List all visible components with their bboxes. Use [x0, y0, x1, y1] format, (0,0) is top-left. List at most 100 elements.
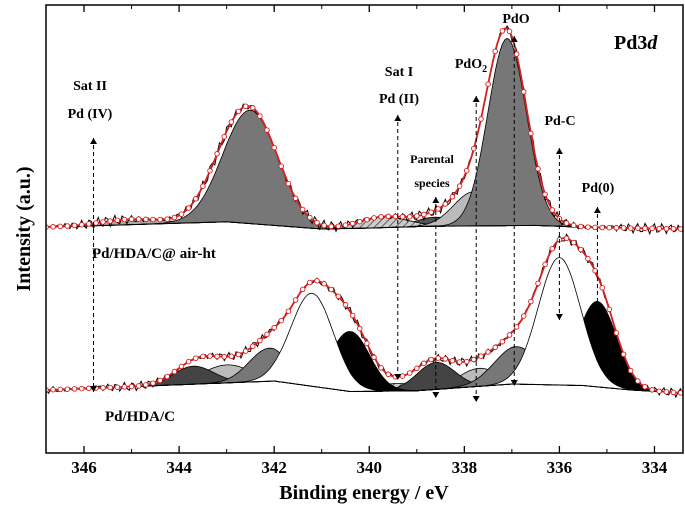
data-point — [207, 353, 213, 359]
envelope-fit — [46, 27, 683, 230]
data-point — [78, 221, 85, 228]
data-point — [535, 280, 541, 287]
data-point — [392, 213, 399, 220]
data-point — [549, 245, 556, 252]
y-axis-label: Intensity (a.u.) — [13, 166, 35, 291]
data-point — [599, 284, 605, 291]
annotation-label-sat-i: Sat I — [385, 65, 413, 80]
arrow-head — [510, 380, 518, 386]
data-point — [143, 382, 149, 388]
data-point — [335, 293, 342, 300]
arrow-head — [593, 207, 601, 213]
arrow-head — [555, 148, 563, 154]
data-point — [613, 330, 620, 336]
data-point — [592, 224, 598, 231]
data-point — [385, 213, 392, 220]
data-point — [449, 194, 456, 200]
data-point — [606, 306, 613, 313]
arrow-head — [510, 36, 518, 42]
arrow-head — [432, 197, 440, 203]
data-point — [578, 223, 584, 230]
data-point — [328, 286, 334, 293]
data-point — [371, 354, 377, 361]
data-point — [235, 108, 242, 115]
data-point — [620, 225, 627, 231]
data-point — [606, 224, 613, 231]
data-point — [214, 353, 220, 360]
data-point — [663, 225, 670, 232]
arrow-head — [432, 392, 440, 398]
arrow-head — [394, 115, 402, 121]
data-point — [192, 355, 199, 361]
annotation-label-sat-ii: Pd (IV) — [68, 107, 113, 122]
data-point — [506, 28, 513, 35]
data-point — [627, 367, 634, 374]
data-point — [520, 313, 527, 319]
data-point — [107, 384, 113, 391]
data-point — [264, 331, 270, 338]
data-point — [563, 235, 570, 242]
data-point — [114, 217, 121, 223]
data-point — [356, 325, 363, 332]
data-point — [250, 105, 256, 111]
data-point — [520, 89, 527, 95]
series-1 — [46, 233, 683, 399]
data-point — [670, 226, 677, 232]
data-point — [478, 116, 484, 122]
data-point — [385, 371, 392, 378]
data-point — [271, 144, 277, 151]
data-point — [578, 246, 584, 253]
data-point — [271, 324, 277, 331]
data-point — [542, 261, 548, 268]
data-point — [406, 370, 413, 376]
data-point — [378, 213, 384, 220]
plot-area — [46, 24, 683, 399]
data-point — [278, 317, 285, 324]
data-point — [150, 216, 156, 223]
arrow-head — [555, 314, 563, 320]
x-tick-label: 346 — [71, 458, 97, 477]
data-point — [128, 383, 135, 390]
data-point — [542, 191, 548, 198]
data-point — [264, 127, 270, 133]
data-point — [64, 223, 71, 229]
data-point — [335, 223, 342, 229]
data-point — [485, 81, 491, 87]
data-point — [221, 354, 228, 360]
data-point — [299, 286, 306, 293]
data-point — [535, 166, 541, 172]
data-point — [356, 218, 363, 225]
data-point — [620, 351, 627, 358]
data-point — [414, 213, 420, 219]
x-tick-label: 340 — [357, 458, 383, 477]
data-point — [314, 278, 320, 284]
data-point — [185, 358, 192, 365]
data-point — [86, 221, 92, 227]
raw-data-line — [46, 24, 683, 236]
data-point — [613, 225, 620, 231]
data-point — [592, 267, 598, 274]
arrow-head — [90, 386, 98, 392]
data-point — [364, 340, 370, 347]
data-point — [278, 163, 285, 169]
data-point — [585, 255, 591, 262]
data-point — [78, 385, 85, 392]
data-point — [421, 211, 427, 218]
data-point — [399, 373, 406, 379]
data-point — [64, 386, 71, 392]
data-point — [207, 168, 213, 174]
data-point — [57, 223, 64, 230]
data-point — [342, 302, 349, 308]
data-point — [471, 356, 477, 363]
data-point — [463, 167, 470, 174]
data-point — [349, 312, 356, 319]
data-point — [157, 216, 163, 223]
data-point — [200, 183, 206, 189]
annotation-label-pdo2: PdO2 — [455, 57, 487, 75]
data-point — [171, 368, 178, 375]
data-point — [292, 195, 299, 202]
data-point — [150, 380, 156, 386]
data-point — [463, 358, 470, 365]
data-point — [135, 383, 142, 389]
